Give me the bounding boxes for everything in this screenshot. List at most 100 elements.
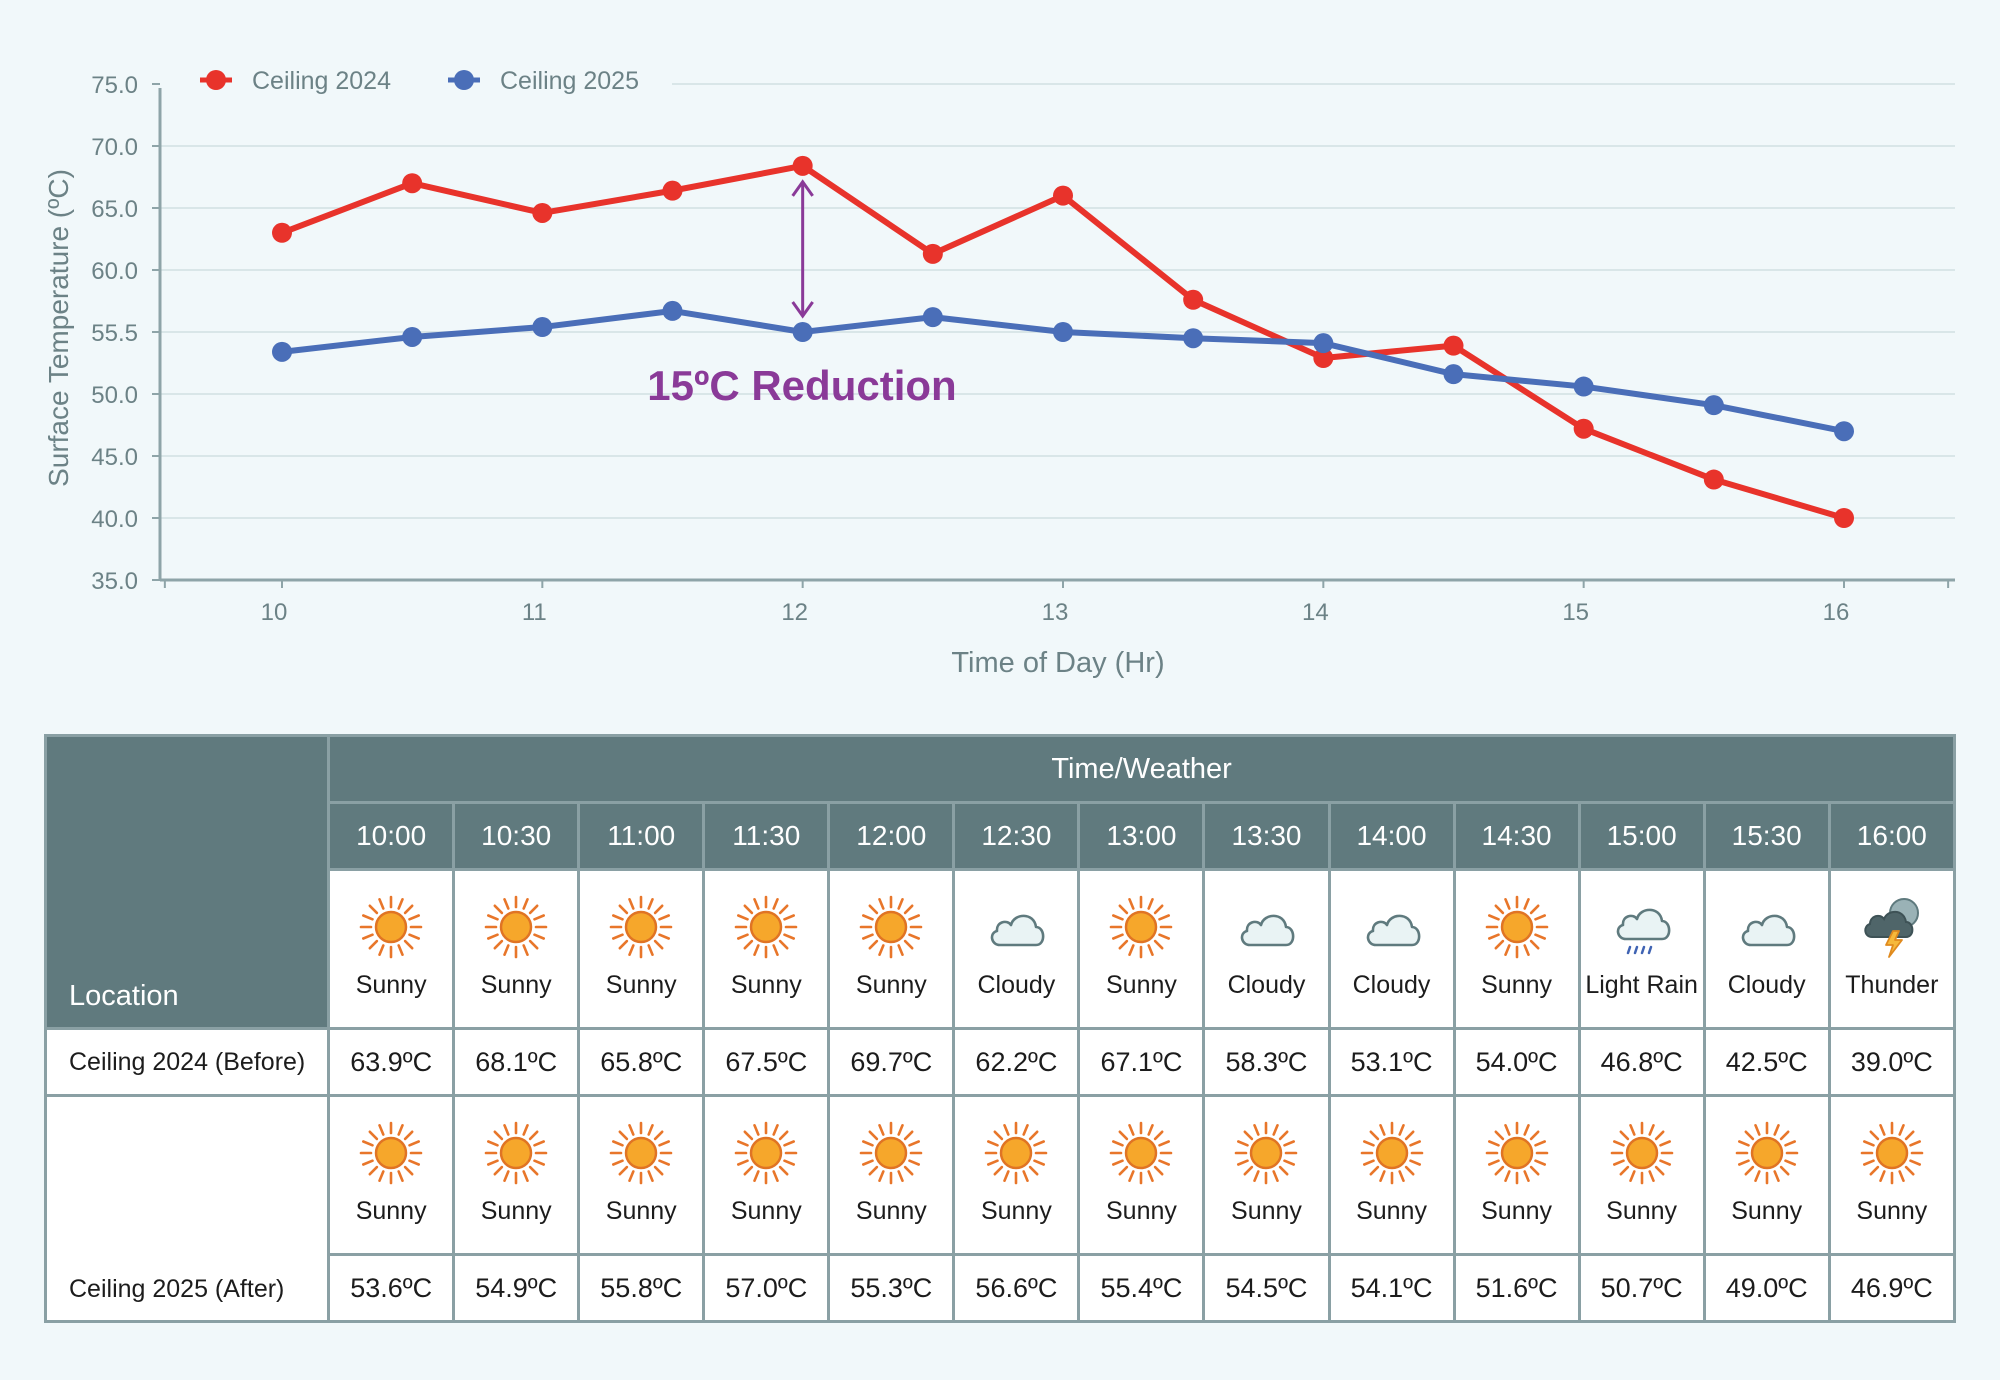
weather-label: Cloudy — [1727, 971, 1806, 999]
weather-cell: Sunny — [577, 868, 706, 1030]
sun-icon — [1080, 895, 1202, 959]
data-point — [532, 202, 553, 223]
time-header-cell: 14:30 — [1452, 801, 1581, 871]
annotation-arrowhead-up — [791, 179, 814, 197]
time-header-cell: 11:00 — [577, 801, 706, 871]
chart-legend: Ceiling 2024 Ceiling 2025 — [200, 67, 639, 95]
weather-row-2024: Sunny Sunny Sunny Sunny Sunny Cloudy Sunny Clou… — [46, 868, 1957, 1030]
sun-icon — [330, 1121, 452, 1185]
y-tick-labels: 35.0 40.0 45.0 50.0 55.5 60.0 65.0 70.0 75.0 — [91, 72, 160, 595]
data-point — [792, 155, 813, 176]
temperature-row-2025: 53.6ºC 54.9ºC 55.8ºC 57.0ºC 55.3ºC 56.6ºC 55.4… — [46, 1253, 1957, 1323]
time-header-row: 10:00 10:30 11:00 11:30 12:00 12:30 13:00 13:30… — [46, 801, 1957, 871]
x-tick-label: 16 — [1823, 599, 1850, 626]
chart-grid — [160, 83, 1955, 519]
weather-label: Sunny — [1481, 1197, 1553, 1225]
annotation-arrowhead-down — [791, 301, 814, 319]
weather-label: Sunny — [355, 1197, 427, 1225]
data-point — [1053, 185, 1073, 206]
data-point — [1313, 333, 1334, 354]
data-point — [1183, 289, 1204, 310]
sun-icon — [455, 895, 577, 959]
time-header-cell: 15:30 — [1702, 801, 1831, 871]
weather-cell: Sunny — [1077, 868, 1206, 1030]
time-header-cell: 10:30 — [452, 801, 581, 871]
data-point — [922, 243, 943, 264]
weather-label: Sunny — [480, 1197, 552, 1225]
legend-swatch-dot — [454, 70, 474, 90]
temperature-cell: 54.9ºC — [452, 1253, 581, 1323]
x-tick-label: 14 — [1302, 599, 1329, 626]
time-header-cell: 13:00 — [1077, 801, 1206, 871]
time-header-cell: 12:30 — [952, 801, 1081, 871]
weather-cell: Sunny — [827, 1094, 956, 1256]
temperature-cell: 50.7ºC — [1577, 1253, 1706, 1323]
sun-icon — [1456, 895, 1578, 959]
weather-cell: Sunny — [1702, 1094, 1831, 1256]
weather-label: Sunny — [1105, 971, 1177, 999]
x-tick-label: 10 — [261, 599, 288, 626]
x-tick-labels: 10 11 12 13 14 15 16 — [163, 580, 1950, 626]
temperature-cell: 46.9ºC — [1827, 1253, 1957, 1323]
weather-label: Sunny — [1606, 1197, 1678, 1225]
weather-label: Thunder — [1845, 971, 1939, 999]
temperature-cell: 68.1ºC — [452, 1027, 581, 1097]
sun-icon — [1205, 1121, 1327, 1185]
temperature-cell: 53.1ºC — [1327, 1027, 1456, 1097]
weather-cell: Cloudy — [1202, 868, 1331, 1030]
sun-icon — [1080, 1121, 1202, 1185]
weather-label: Cloudy — [977, 971, 1056, 999]
data-point — [402, 173, 423, 194]
time-header-cell: 10:00 — [327, 801, 456, 871]
x-tick-label: 15 — [1562, 599, 1589, 626]
cloud-icon — [1706, 895, 1828, 959]
data-point — [1573, 418, 1594, 439]
temperature-cell: 56.6ºC — [952, 1253, 1081, 1323]
weather-label: Sunny — [730, 1197, 802, 1225]
temperature-cell: 54.0ºC — [1452, 1027, 1581, 1097]
weather-cell: Sunny — [577, 1094, 706, 1256]
time-header-cell: 14:00 — [1327, 801, 1456, 871]
temperature-line-chart: 35.040.045.050.055.560.065.070.075.0 10 1… — [43, 67, 1955, 679]
y-tick-label: 45.0 — [91, 444, 138, 471]
legend-item: Ceiling 2025 — [448, 67, 639, 95]
x-axis-label: Time of Day (Hr) — [951, 647, 1164, 679]
weather-cell: Sunny — [702, 1094, 831, 1256]
legend-label: Ceiling 2025 — [500, 67, 639, 95]
series-2025 — [272, 300, 1854, 442]
x-tick-label: 11 — [522, 599, 547, 626]
weather-label: Sunny — [855, 1197, 927, 1225]
weather-cell: Sunny — [1577, 1094, 1706, 1256]
weather-label: Cloudy — [1352, 971, 1431, 999]
temperature-cell: 54.5ºC — [1202, 1253, 1331, 1323]
sun-icon — [705, 1121, 827, 1185]
weather-label: Sunny — [1356, 1197, 1427, 1225]
sun-icon — [705, 895, 827, 959]
location-header: Location — [43, 734, 331, 1030]
time-header-cell: 11:30 — [702, 801, 831, 871]
weather-cell: Sunny — [327, 868, 456, 1030]
y-tick-label: 65.0 — [91, 196, 138, 223]
data-point — [272, 222, 292, 243]
temperature-cell: 58.3ºC — [1202, 1027, 1331, 1097]
temperature-cell: 54.1ºC — [1327, 1253, 1456, 1323]
weather-label: Sunny — [1105, 1197, 1177, 1225]
y-tick-label: 60.0 — [91, 258, 138, 285]
sun-icon — [580, 1121, 702, 1185]
weather-cell: Cloudy — [1702, 868, 1831, 1030]
sun-icon — [1456, 1121, 1578, 1185]
weather-cell: Sunny — [1452, 1094, 1581, 1256]
time-header-cell: 12:00 — [827, 801, 956, 871]
weather-cell: Sunny — [452, 868, 581, 1030]
weather-cell: Sunny — [1827, 1094, 1957, 1256]
cloud-icon — [1331, 895, 1453, 959]
legend-swatch-dot — [206, 70, 226, 90]
data-point — [792, 322, 813, 342]
weather-cell: Sunny — [452, 1094, 581, 1256]
weather-label: Sunny — [605, 971, 677, 999]
temperature-cell: 67.5ºC — [702, 1027, 831, 1097]
temperature-cell: 63.9ºC — [327, 1027, 456, 1097]
temperature-cell: 53.6ºC — [327, 1253, 456, 1323]
weather-cell: Sunny — [1452, 868, 1581, 1030]
y-tick-label: 55.5 — [91, 320, 138, 347]
